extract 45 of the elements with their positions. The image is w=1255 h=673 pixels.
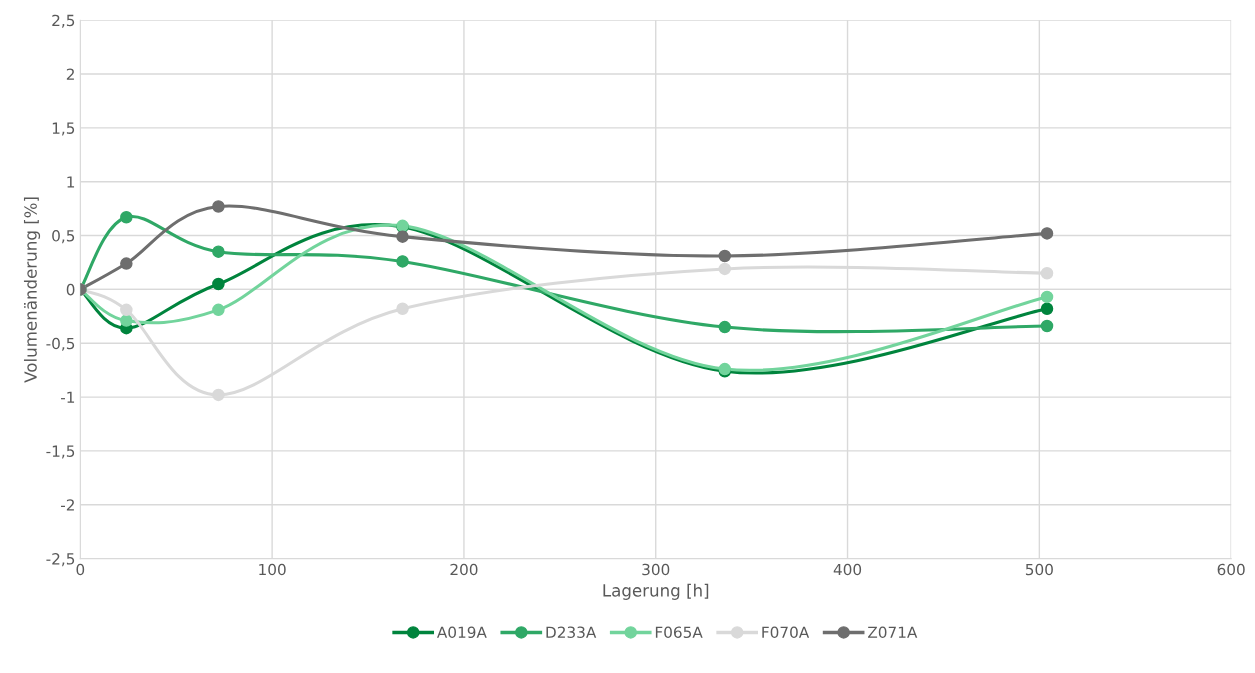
x-tick-label: 0 xyxy=(76,563,85,576)
point xyxy=(1040,319,1054,333)
point xyxy=(718,262,732,276)
x-tick-label: 100 xyxy=(259,563,286,576)
point xyxy=(1040,227,1054,240)
y-tick-label: 2,5 xyxy=(52,14,75,28)
x-tick-label: 300 xyxy=(642,563,670,576)
y-tick-label: -0,5 xyxy=(46,337,75,351)
y-tick-label: 2 xyxy=(66,68,74,80)
point xyxy=(396,255,409,268)
point xyxy=(212,245,225,258)
point xyxy=(120,303,133,317)
y-tick-label: -1,5 xyxy=(46,445,75,459)
y-tick-label: -2 xyxy=(60,499,74,511)
y-tick-label: 1,5 xyxy=(52,122,75,136)
point xyxy=(212,303,225,317)
point xyxy=(212,388,225,402)
point xyxy=(1040,290,1054,304)
point xyxy=(718,249,732,263)
legend-label: D233A xyxy=(546,626,597,639)
point xyxy=(212,277,225,291)
legend-label: A019A xyxy=(436,626,487,639)
point xyxy=(120,314,133,327)
legend-label: F065A xyxy=(655,626,703,639)
x-tick-label: 500 xyxy=(1025,563,1053,576)
point xyxy=(718,320,732,334)
point xyxy=(120,210,133,224)
y-tick-label: 0,5 xyxy=(52,230,75,244)
y-tick-label: -1 xyxy=(60,391,75,403)
y-tick-label: 0 xyxy=(66,283,75,296)
point xyxy=(1040,302,1054,316)
point xyxy=(212,200,225,213)
point xyxy=(396,302,409,316)
y-axis-title: Volumenänderung [%] xyxy=(23,197,41,383)
y-tick-label: -2,5 xyxy=(46,553,75,567)
x-tick-label: 600 xyxy=(1217,563,1245,576)
legend-label: Z071A xyxy=(868,626,918,639)
y-tick-label: 1 xyxy=(67,176,75,188)
point xyxy=(396,230,409,243)
x-tick-label: 400 xyxy=(833,563,862,576)
x-axis-title: Lagerung [h] xyxy=(603,583,709,600)
x-tick-label: 200 xyxy=(450,563,478,576)
point xyxy=(1040,266,1054,280)
legend-label: F070A xyxy=(762,626,810,639)
point xyxy=(120,257,133,270)
